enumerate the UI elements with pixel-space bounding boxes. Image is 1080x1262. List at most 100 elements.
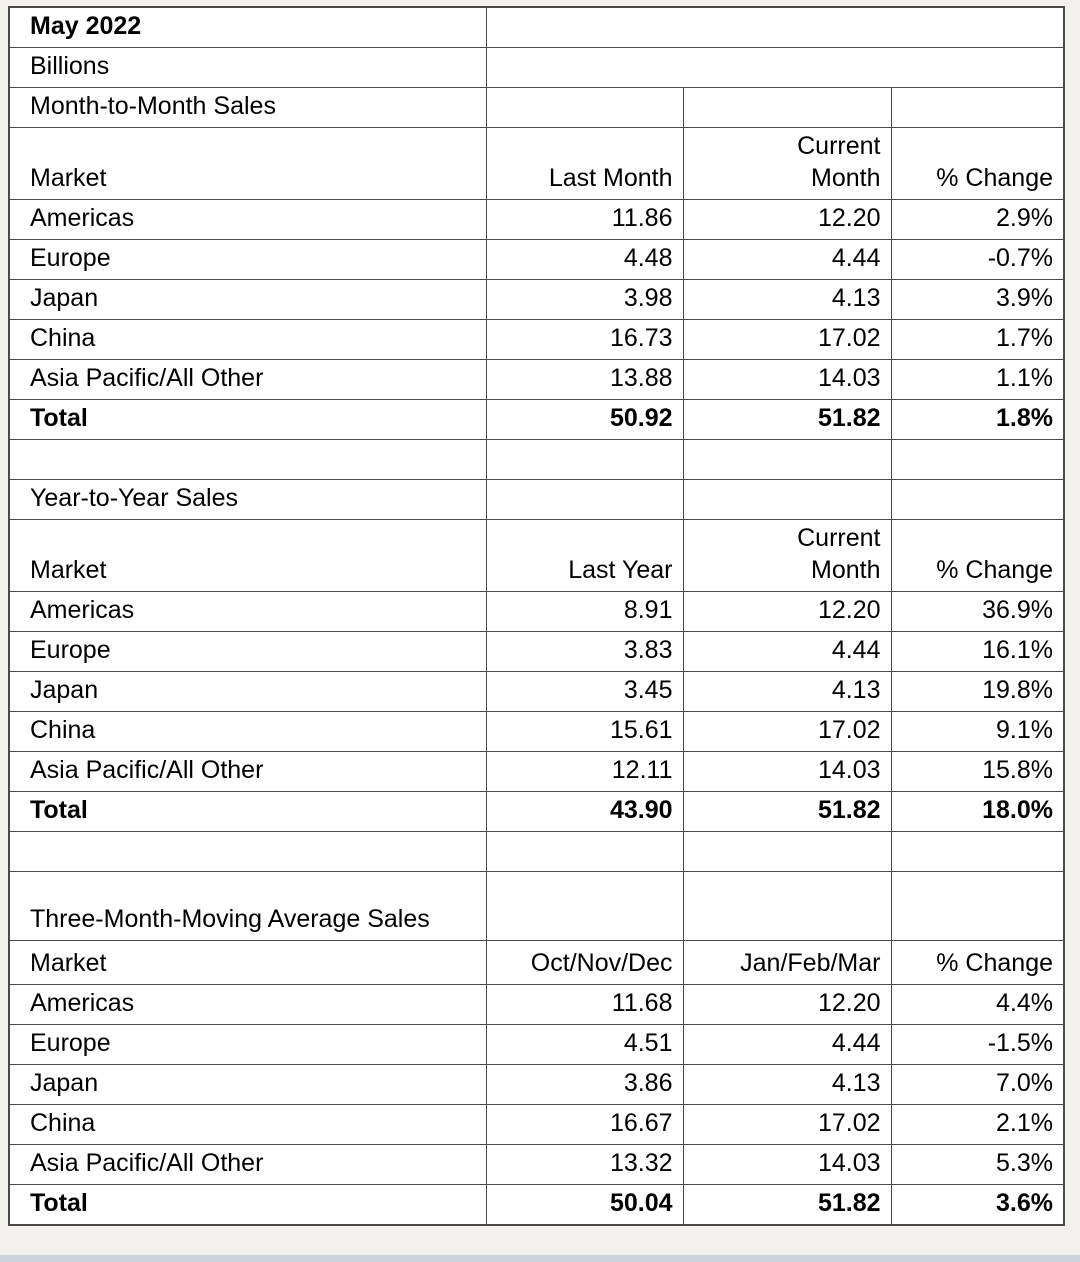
- market-column-header: Market: [8, 519, 487, 592]
- value-cell: 3.83: [485, 631, 684, 672]
- market-cell: China: [8, 319, 487, 360]
- value-cell: 11.68: [485, 984, 684, 1025]
- total-value-cell: 3.6%: [890, 1184, 1065, 1226]
- spacer-cell: [682, 831, 892, 872]
- table-row: Market Last Year Current Month% Change: [8, 519, 1065, 592]
- value-cell: 11.86: [485, 199, 684, 240]
- value-cell: 12.20: [682, 984, 892, 1025]
- market-column-header: Market: [8, 940, 487, 985]
- spacer-cell: [485, 831, 684, 872]
- table-row: May 2022: [8, 6, 1065, 48]
- column-header: % Change: [890, 519, 1065, 592]
- table-row: China 16.73 17.02 1.7%: [8, 319, 1065, 360]
- total-value-cell: 50.04: [485, 1184, 684, 1226]
- table-row: Americas 11.86 12.20 2.9%: [8, 199, 1065, 240]
- column-header: % Change: [890, 127, 1065, 200]
- market-cell: Asia Pacific/All Other: [8, 1144, 487, 1185]
- table-row: Americas 11.68 12.20 4.4%: [8, 984, 1065, 1025]
- column-header: Current Month: [682, 519, 892, 592]
- value-cell: 17.02: [682, 319, 892, 360]
- section-title: Year-to-Year Sales: [8, 479, 487, 520]
- market-cell: China: [8, 1104, 487, 1145]
- table-row: Total 50.92 51.82 1.8%: [8, 399, 1065, 440]
- value-cell: 16.67: [485, 1104, 684, 1145]
- table-row: Japan 3.98 4.13 3.9%: [8, 279, 1065, 320]
- spacer-cell: [682, 439, 892, 480]
- total-label-cell: Total: [8, 399, 487, 440]
- value-cell: 4.48: [485, 239, 684, 280]
- value-cell: 4.4%: [890, 984, 1065, 1025]
- market-cell: Europe: [8, 239, 487, 280]
- value-cell: 13.32: [485, 1144, 684, 1185]
- value-cell: 17.02: [682, 711, 892, 752]
- section-title: Three-Month-Moving Average Sales: [8, 871, 487, 941]
- value-cell: 4.13: [682, 1064, 892, 1105]
- total-value-cell: 51.82: [682, 1184, 892, 1226]
- value-cell: 2.1%: [890, 1104, 1065, 1145]
- total-label-cell: Total: [8, 1184, 487, 1226]
- market-cell: China: [8, 711, 487, 752]
- table-row: Market Oct/Nov/Dec Jan/Feb/Mar% Change: [8, 940, 1065, 985]
- value-cell: 4.44: [682, 1024, 892, 1065]
- bottom-edge-strip: [0, 1255, 1080, 1262]
- section-title-label: Three-Month-Moving Average Sales: [30, 905, 430, 933]
- empty-cell: [890, 87, 1065, 128]
- value-cell: 16.1%: [890, 631, 1065, 672]
- table-row: [8, 831, 1065, 872]
- empty-cell: [890, 871, 1065, 941]
- sales-table: May 2022 Billions Month-to-Month Sales Mark…: [8, 6, 1065, 1226]
- table-row: Three-Month-Moving Average Sales: [8, 871, 1065, 941]
- table-row: Total 50.04 51.82 3.6%: [8, 1184, 1065, 1226]
- spacer-cell: [8, 439, 487, 480]
- value-cell: 12.20: [682, 199, 892, 240]
- value-cell: 17.02: [682, 1104, 892, 1145]
- total-value-cell: 1.8%: [890, 399, 1065, 440]
- value-cell: 2.9%: [890, 199, 1065, 240]
- spacer-cell: [8, 831, 487, 872]
- value-cell: 14.03: [682, 1144, 892, 1185]
- market-cell: Europe: [8, 631, 487, 672]
- column-header: Last Month: [485, 127, 684, 200]
- table-row: Asia Pacific/All Other 13.88 14.03 1.1%: [8, 359, 1065, 400]
- section-title-label: Year-to-Year Sales: [30, 484, 239, 512]
- value-cell: -0.7%: [890, 239, 1065, 280]
- value-cell: 7.0%: [890, 1064, 1065, 1105]
- value-cell: 4.44: [682, 239, 892, 280]
- table-row: Billions: [8, 47, 1065, 88]
- value-cell: 13.88: [485, 359, 684, 400]
- empty-cell: [682, 87, 892, 128]
- total-value-cell: 18.0%: [890, 791, 1065, 832]
- market-cell: Asia Pacific/All Other: [8, 751, 487, 792]
- total-value-cell: 50.92: [485, 399, 684, 440]
- table-row: Asia Pacific/All Other 13.32 14.03 5.3%: [8, 1144, 1065, 1185]
- total-label-cell: Total: [8, 791, 487, 832]
- table-row: Americas 8.91 12.20 36.9%: [8, 591, 1065, 632]
- table-row: Europe 4.48 4.44 -0.7%: [8, 239, 1065, 280]
- column-header: % Change: [890, 940, 1065, 985]
- market-cell: Americas: [8, 591, 487, 632]
- spacer-cell: [890, 439, 1065, 480]
- value-cell: 1.1%: [890, 359, 1065, 400]
- value-cell: 12.20: [682, 591, 892, 632]
- column-header: Oct/Nov/Dec: [485, 940, 684, 985]
- empty-cell: [682, 871, 892, 941]
- empty-cell: [890, 479, 1065, 520]
- column-header: Jan/Feb/Mar: [682, 940, 892, 985]
- table-row: Year-to-Year Sales: [8, 479, 1065, 520]
- table-row: Japan 3.86 4.13 7.0%: [8, 1064, 1065, 1105]
- value-cell: 16.73: [485, 319, 684, 360]
- value-cell: 3.45: [485, 671, 684, 712]
- empty-cell: [682, 479, 892, 520]
- table-row: Total 43.90 51.82 18.0%: [8, 791, 1065, 832]
- report-units: Billions: [8, 47, 487, 88]
- table-row: Market Last Month Current Month% Change: [8, 127, 1065, 200]
- value-cell: 5.3%: [890, 1144, 1065, 1185]
- value-cell: 15.8%: [890, 751, 1065, 792]
- value-cell: 14.03: [682, 751, 892, 792]
- empty-cell: [485, 87, 684, 128]
- value-cell: -1.5%: [890, 1024, 1065, 1065]
- spacer-cell: [485, 439, 684, 480]
- column-header: Current Month: [682, 127, 892, 200]
- market-cell: Asia Pacific/All Other: [8, 359, 487, 400]
- value-cell: 8.91: [485, 591, 684, 632]
